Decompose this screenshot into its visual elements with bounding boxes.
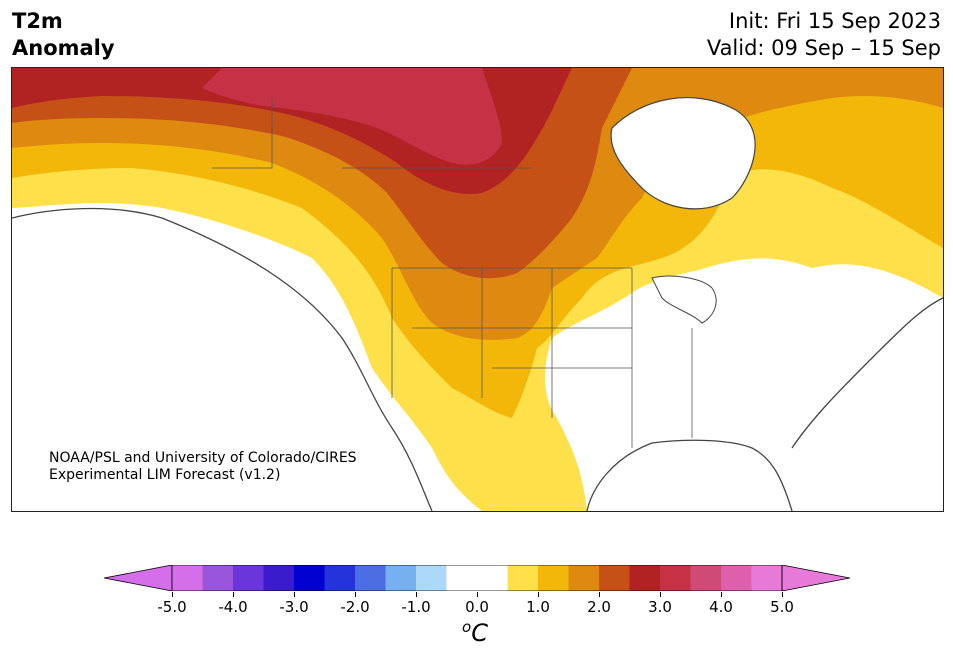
colorbar-segment	[233, 565, 264, 591]
colorbar-segment	[355, 565, 386, 591]
valid-range: Valid: 09 Sep – 15 Sep	[706, 36, 941, 60]
political-borders	[212, 98, 693, 448]
gulf-of-mexico	[587, 440, 792, 511]
colorbar-ticks: -5.0 -4.0 -3.0 -2.0 -1.0 0.0 1.0 2.0 3.0 4.0 5.0	[0, 592, 953, 618]
colorbar-segment	[446, 565, 478, 591]
colorbar-tick-label: -3.0	[279, 598, 309, 616]
colorbar-segment	[263, 565, 295, 591]
colorbar-tick-mark	[294, 592, 295, 597]
great-lakes	[651, 275, 717, 324]
map-title: T2m Anomaly	[12, 8, 115, 62]
colorbar-tick-label: 4.0	[709, 598, 733, 616]
colorbar-tick-mark	[355, 592, 356, 597]
colorbar-segment	[721, 565, 752, 591]
colorbar-segment	[324, 565, 356, 591]
credit-line1: NOAA/PSL and University of Colorado/CIRE…	[49, 450, 357, 466]
colorbar-tick-label: -4.0	[218, 598, 248, 616]
title-line2: Anomaly	[12, 36, 115, 60]
colorbar-tick-mark	[477, 592, 478, 597]
colorbar-extend-high	[781, 565, 850, 591]
credit-text: NOAA/PSL and University of Colorado/CIRE…	[49, 450, 357, 484]
colorbar-segment	[477, 565, 508, 591]
credit-line2: Experimental LIM Forecast (v1.2)	[49, 467, 281, 483]
pacific-ocean	[12, 208, 432, 511]
colorbar-segment	[751, 565, 783, 591]
colorbar-tick-mark	[416, 592, 417, 597]
colorbar-segment	[660, 565, 691, 591]
unit-label: oC	[462, 618, 488, 647]
colorbar-segment	[385, 565, 417, 591]
hudson-bay	[610, 97, 756, 210]
title-line1: T2m	[12, 9, 63, 33]
colorbar-tick-mark	[660, 592, 661, 597]
colorbar-tick-label: -1.0	[401, 598, 431, 616]
coastline	[12, 207, 943, 511]
colorbar-extend-low	[104, 565, 173, 591]
colorbar-tick-mark	[782, 592, 783, 597]
colorbar-tick-mark	[721, 592, 722, 597]
colorbar-tick-label: 1.0	[526, 598, 550, 616]
colorbar-tick-label: 2.0	[587, 598, 611, 616]
colorbar-tick-label: -5.0	[157, 598, 187, 616]
colorbar-tick-mark	[172, 592, 173, 597]
unit-prefix: o	[462, 618, 472, 636]
colorbar-tick-label: 3.0	[648, 598, 672, 616]
colorbar-segment	[172, 565, 203, 591]
colorbar-tick-mark	[233, 592, 234, 597]
anomaly-map: NOAA/PSL and University of Colorado/CIRE…	[11, 67, 944, 512]
unit-symbol: C	[471, 619, 488, 647]
forecast-dates: Init: Fri 15 Sep 2023 Valid: 09 Sep – 15…	[707, 8, 941, 62]
colorbar-segment	[538, 565, 569, 591]
colorbar-tick-label: 0.0	[465, 598, 489, 616]
colorbar-segment	[202, 565, 234, 591]
colorbar-tick-mark	[599, 592, 600, 597]
colorbar-segment	[629, 565, 661, 591]
colorbar-tick-label: -2.0	[340, 598, 370, 616]
colorbar-tick-label: 5.0	[770, 598, 794, 616]
map-canvas	[12, 68, 943, 511]
init-date: Init: Fri 15 Sep 2023	[728, 9, 941, 33]
colorbar-tick-mark	[538, 592, 539, 597]
colorbar-segment	[690, 565, 722, 591]
colorbar-segment	[507, 565, 539, 591]
colorbar-segment	[294, 565, 325, 591]
colorbar-segment	[568, 565, 600, 591]
colorbar-border	[171, 565, 783, 591]
colorbar	[104, 565, 850, 591]
colorbar-segment	[599, 565, 630, 591]
colorbar-segment	[416, 565, 447, 591]
anomaly-band-3-0	[202, 68, 502, 165]
